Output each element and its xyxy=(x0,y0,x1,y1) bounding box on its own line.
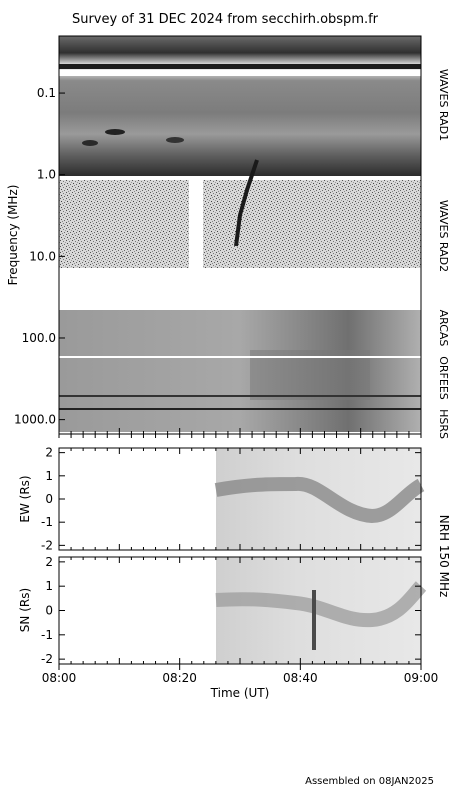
rs-tick-label: -2 xyxy=(41,538,53,552)
frequency-tick-label: 1.0 xyxy=(37,168,56,182)
nrh-instrument-label: NRH 150 MHz xyxy=(437,515,450,598)
frequency-tick-label: 100.0 xyxy=(22,331,56,345)
time-axis-label: Time (UT) xyxy=(210,686,270,700)
rs-tick-label: 1 xyxy=(45,469,53,483)
rs-tick-label: -1 xyxy=(41,515,53,529)
nrh-ew-ticks: 2 1 0 -1 -2 xyxy=(41,446,422,552)
rs-tick-label: 0 xyxy=(45,604,53,618)
nrh-sn-source-track xyxy=(215,581,427,628)
figure-title: Survey of 31 DEC 2024 from secchirh.obsp… xyxy=(72,12,379,27)
arcas-image xyxy=(59,310,421,342)
orfees-feature xyxy=(250,350,370,400)
time-tick-label: 08:00 xyxy=(42,671,77,685)
nrh-sn-panel: 2 1 0 -1 -2 SN (Rs) xyxy=(18,555,427,666)
rad1-feature xyxy=(82,140,98,146)
nrh-sn-ylabel: SN (Rs) xyxy=(18,588,32,632)
frequency-tick-label: 10.0 xyxy=(29,249,56,263)
time-tick-label: 08:40 xyxy=(283,671,318,685)
rad2-image-left xyxy=(59,180,189,268)
rs-tick-label: -2 xyxy=(41,652,53,666)
rs-tick-label: 0 xyxy=(45,492,53,506)
instrument-label: HSRS xyxy=(437,409,450,439)
rad1-feature xyxy=(105,129,125,135)
orfees-band xyxy=(59,395,421,397)
instrument-labels: WAVES RAD1 WAVES RAD2 ARCAS ORFEES HSRS xyxy=(437,69,450,439)
instrument-label: ARCAS xyxy=(437,310,450,347)
instrument-label: ORFEES xyxy=(437,356,450,400)
rad1-feature xyxy=(166,137,184,143)
nrh-ew-ylabel: EW (Rs) xyxy=(18,475,32,522)
spectrum-time-ticks xyxy=(58,428,422,438)
rs-tick-label: 2 xyxy=(45,555,53,569)
rs-tick-label: -1 xyxy=(41,628,53,642)
rs-tick-label: 1 xyxy=(45,579,53,593)
rad1-dark-band xyxy=(59,64,421,69)
time-tick-label: 09:00 xyxy=(404,671,439,685)
time-axis: 08:00 08:20 08:40 09:00 xyxy=(42,664,439,685)
time-tick-label: 08:20 xyxy=(162,671,197,685)
orfees-band xyxy=(59,356,421,358)
type3-burst-track xyxy=(234,159,259,247)
nrh-ew-panel: 2 1 0 -1 -2 EW (Rs) xyxy=(18,446,425,552)
nrh-ew-source-track xyxy=(214,477,425,524)
spectrum-panel: 0.1 1.0 10.0 100.0 1000.0 Frequency (MHz) WA… xyxy=(6,35,450,439)
instrument-label: WAVES RAD2 xyxy=(437,200,450,272)
nrh-sn-feature xyxy=(312,590,316,650)
nrh-sn-ticks: 2 1 0 -1 -2 xyxy=(41,555,422,666)
assembled-footer: Assembled on 08JAN2025 xyxy=(305,776,434,787)
rad1-image xyxy=(59,36,421,176)
nrh-ew-image xyxy=(216,448,421,550)
instrument-label: WAVES RAD1 xyxy=(437,69,450,141)
frequency-tick-label: 1000.0 xyxy=(14,413,56,427)
spectrum-y-ticks: 0.1 1.0 10.0 100.0 1000.0 xyxy=(14,86,65,427)
rs-tick-label: 2 xyxy=(45,446,53,460)
frequency-tick-label: 0.1 xyxy=(37,86,56,100)
spectrum-ylabel: Frequency (MHz) xyxy=(6,185,20,286)
rad2-image-right xyxy=(203,180,421,268)
rad1-bright-band xyxy=(59,70,421,76)
hsrs-band xyxy=(59,408,421,410)
